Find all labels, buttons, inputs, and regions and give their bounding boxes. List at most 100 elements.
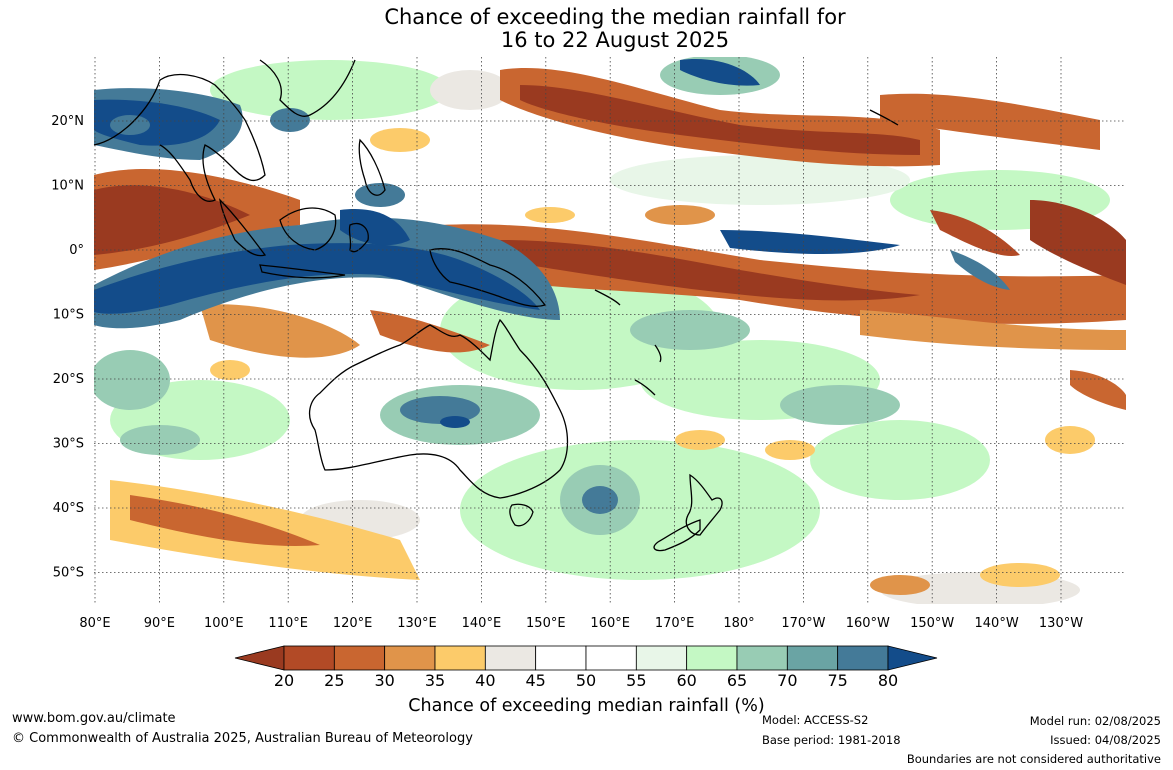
colorbar-tick-label: 55 [626,671,646,690]
map-title-line1: Chance of exceeding the median rainfall … [384,5,846,29]
colorbar-segment [535,645,587,671]
china-coast [259,59,356,117]
new-guinea-coast [429,248,547,307]
latitude-label: 0° [69,243,84,258]
wet-region [610,155,910,205]
latitude-label: 20°N [51,114,84,129]
wet-region [582,486,618,514]
model-text: Model: ACCESS-S2 [762,713,869,727]
dry-region [200,304,360,358]
wet-region [94,243,540,314]
dry-region [645,205,715,225]
sumatra-coast [219,198,267,257]
java-coast [259,264,346,279]
colorbar-segment [585,645,637,671]
longitude-label: 100°E [204,616,244,631]
dry-region [130,495,320,546]
colorbar-segment [484,645,537,671]
wet-region [270,108,310,132]
colorbar-segment [384,645,436,671]
dry-region [860,310,1126,350]
wet-region [680,59,760,86]
longitude-label: 150°W [910,616,954,631]
colorbar-segment [434,645,486,671]
longitude-label: 140°E [462,616,502,631]
rainfall-field [94,57,1126,604]
graticule [94,57,1126,604]
colorbar-extend-high [887,645,938,671]
dry-region [870,575,930,595]
hawaii-coast [869,109,899,126]
colorbar-tick-label: 35 [425,671,445,690]
map-title-line2: 16 to 22 August 2025 [500,28,730,52]
wet-region [94,350,170,410]
colorbar-tick-label: 80 [878,671,898,690]
dry-region [370,310,490,353]
copyright-text: © Commonwealth of Australia 2025, Austra… [12,731,473,746]
colorbar-tick-label: 40 [475,671,495,690]
latitude-label: 40°S [53,501,84,516]
latitude-label: 50°S [53,566,84,581]
colorbar-segment [786,645,839,671]
longitude-label: 160°E [590,616,630,631]
colorbar-segment [635,645,688,671]
wet-region [120,425,200,455]
colorbar-tick-label: 50 [576,671,596,690]
colorbar-tick-labels: 20 25 30 35 40 45 50 55 60 65 70 75 80 [274,671,898,690]
dry-region [94,185,250,255]
tasmania-coast [509,503,534,527]
coastlines [93,59,899,552]
dry-region [1070,370,1126,410]
disclaimer-text: Boundaries are not considered authoritat… [906,752,1161,766]
new-zealand-north-coast [685,473,723,536]
longitude-label: 130°W [1039,616,1083,631]
dry-region [980,563,1060,587]
australia-coast [308,318,569,499]
dry-region [370,128,430,152]
colorbar-tick-label: 60 [676,671,696,690]
colorbar-segment [736,645,788,671]
dry-region [520,85,920,155]
philippines-coast [358,138,386,196]
colorbar-tick-label: 30 [374,671,394,690]
latitude-label: 10°S [53,308,84,323]
colorbar-segment [333,645,386,671]
wet-region [720,230,900,254]
latitude-labels: 20°N 10°N 0° 10°S 20°S 30°S 40°S 50°S [51,114,84,581]
longitude-label: 180° [723,616,754,631]
model-run-text: Model run: 02/08/2025 [1029,714,1161,728]
wet-region [440,416,470,428]
longitude-label: 170°E [655,616,695,631]
latitude-label: 20°S [53,372,84,387]
dry-region [500,240,920,301]
longitude-label: 150°E [526,616,566,631]
colorbar-tick-label: 25 [324,671,344,690]
solomon-islands-coast [594,289,621,306]
colorbar-segment [837,645,889,671]
longitude-label: 140°W [975,616,1019,631]
borneo-coast [279,207,337,251]
dry-region [930,210,1020,256]
dry-region [880,93,1100,150]
new-zealand-south-coast [653,519,701,552]
asia-coast [93,73,266,202]
wet-region [630,310,750,350]
neutral-region [430,70,510,110]
dry-region [210,360,250,380]
longitude-label: 80°E [79,616,110,631]
longitude-label: 130°E [397,616,437,631]
colorbar-title: Chance of exceeding median rainfall (%) [408,696,765,716]
longitude-label: 120°E [333,616,373,631]
website-link[interactable]: www.bom.gov.au/climate [12,711,176,726]
dry-region [1045,426,1095,454]
colorbar-segment [283,645,335,671]
colorbar-tick-label: 75 [827,671,847,690]
longitude-labels: 80°E 90°E 100°E 110°E 120°E 130°E 140°E 150°E 16… [79,616,1083,631]
colorbar-extend-low [234,645,285,671]
new-caledonia-coast [634,379,656,396]
wet-region [340,209,410,246]
colorbar-segment [686,645,738,671]
wet-region [210,60,450,120]
longitude-label: 90°E [144,616,175,631]
